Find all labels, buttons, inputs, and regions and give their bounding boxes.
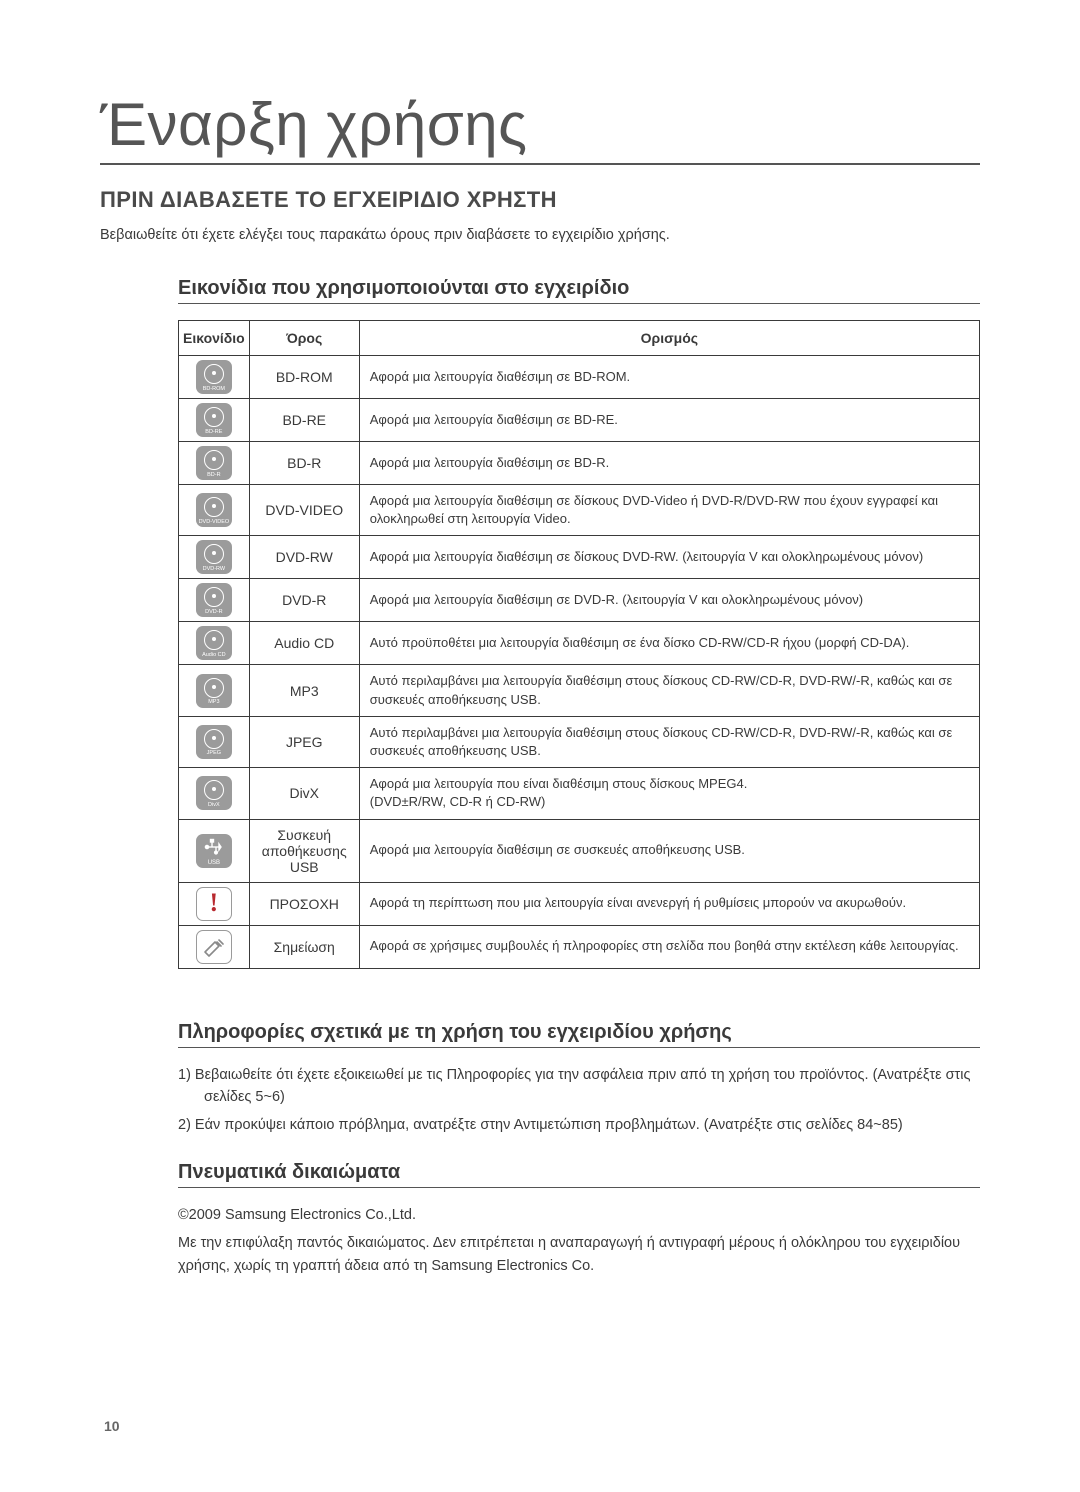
- disc-icon: DVD-R: [196, 583, 232, 617]
- cell-definition: Αφορά μια λειτουργία διαθέσιμη σε DVD-R.…: [359, 579, 979, 622]
- table-row: DVD-RDVD-RΑφορά μια λειτουργία διαθέσιμη…: [179, 579, 980, 622]
- cell-icon: DVD-RW: [179, 536, 250, 579]
- cell-definition: Αφορά μια λειτουργία διαθέσιμη σε συσκευ…: [359, 819, 979, 882]
- table-row: ΣημείωσηΑφορά σε χρήσιμες συμβουλές ή πλ…: [179, 925, 980, 968]
- cell-icon: MP3: [179, 665, 250, 716]
- table-row: JPEGJPEGΑυτό περιλαμβάνει μια λειτουργία…: [179, 716, 980, 767]
- table-row: DVD-VIDEODVD-VIDEOΑφορά μια λειτουργία δ…: [179, 485, 980, 536]
- disc-icon: DVD-RW: [196, 540, 232, 574]
- cell-definition: Αυτό προϋποθέτει μια λειτουργία διαθέσιμ…: [359, 622, 979, 665]
- cell-definition: Αφορά μια λειτουργία διαθέσιμη σε BD-ROM…: [359, 356, 979, 399]
- cell-icon: Audio CD: [179, 622, 250, 665]
- cell-icon: BD-RE: [179, 399, 250, 442]
- cell-term: BD-ROM: [249, 356, 359, 399]
- icons-subsection-title: Εικονίδια που χρησιμοποιούνται στο εγχει…: [178, 277, 980, 304]
- cell-term: MP3: [249, 665, 359, 716]
- chapter-title: Έναρξη χρήσης: [100, 90, 980, 165]
- caution-icon: !: [196, 887, 232, 921]
- cell-definition: Αφορά μια λειτουργία διαθέσιμη σε δίσκου…: [359, 485, 979, 536]
- cell-definition: Αφορά μια λειτουργία που είναι διαθέσιμη…: [359, 768, 979, 819]
- copyright-line-1: ©2009 Samsung Electronics Co.,Ltd.: [178, 1204, 980, 1226]
- cell-term: Σημείωση: [249, 925, 359, 968]
- cell-icon: BD-R: [179, 442, 250, 485]
- table-row: USB Συσκευή αποθήκευσης USBΑφορά μια λειτ…: [179, 819, 980, 882]
- cell-icon: [179, 925, 250, 968]
- th-term: Όρος: [249, 321, 359, 356]
- disc-icon: DivX: [196, 776, 232, 810]
- section-title: ΠΡΙΝ ΔΙΑΒΑΣΕΤΕ ΤΟ ΕΓΧΕΙΡΙΔΙΟ ΧΡΗΣΤΗ: [100, 187, 980, 213]
- cell-term: ΠΡΟΣΟΧΗ: [249, 882, 359, 925]
- th-icon: Εικονίδιο: [179, 321, 250, 356]
- disc-icon: BD-R: [196, 446, 232, 480]
- copyright-line-2: Με την επιφύλαξη παντός δικαιώματος. Δεν…: [178, 1232, 980, 1277]
- usage-item-2: 2) Εάν προκύψει κάποιο πρόβλημα, ανατρέξ…: [178, 1114, 980, 1136]
- table-row: DivXDivXΑφορά μια λειτουργία που είναι δ…: [179, 768, 980, 819]
- cell-definition: Αφορά σε χρήσιμες συμβουλές ή πληροφορίε…: [359, 925, 979, 968]
- cell-definition: Αφορά μια λειτουργία διαθέσιμη σε BD-R.: [359, 442, 979, 485]
- disc-icon: BD-RE: [196, 403, 232, 437]
- usage-item-1: 1) Βεβαιωθείτε ότι έχετε εξοικειωθεί με …: [178, 1064, 980, 1109]
- table-row: BD-RBD-RΑφορά μια λειτουργία διαθέσιμη σ…: [179, 442, 980, 485]
- icon-table: Εικονίδιο Όρος Ορισμός BD-ROMBD-ROMΑφορά…: [178, 320, 980, 969]
- table-row: Audio CDAudio CDΑυτό προϋποθέτει μια λει…: [179, 622, 980, 665]
- table-row: BD-ROMBD-ROMΑφορά μια λειτουργία διαθέσι…: [179, 356, 980, 399]
- cell-icon: !: [179, 882, 250, 925]
- cell-icon: DVD-VIDEO: [179, 485, 250, 536]
- cell-definition: Αφορά μια λειτουργία διαθέσιμη σε δίσκου…: [359, 536, 979, 579]
- cell-term: DivX: [249, 768, 359, 819]
- cell-term: DVD-VIDEO: [249, 485, 359, 536]
- cell-term: DVD-R: [249, 579, 359, 622]
- note-icon: [196, 930, 232, 964]
- cell-icon: BD-ROM: [179, 356, 250, 399]
- cell-icon: DVD-R: [179, 579, 250, 622]
- disc-icon: MP3: [196, 674, 232, 708]
- cell-definition: Αυτό περιλαμβάνει μια λειτουργία διαθέσι…: [359, 716, 979, 767]
- disc-icon: Audio CD: [196, 626, 232, 660]
- disc-icon: BD-ROM: [196, 360, 232, 394]
- usage-subsection-title: Πληροφορίες σχετικά με τη χρήση του εγχε…: [178, 1021, 980, 1048]
- page-number: 10: [104, 1418, 120, 1434]
- cell-term: JPEG: [249, 716, 359, 767]
- th-def: Ορισμός: [359, 321, 979, 356]
- cell-icon: DivX: [179, 768, 250, 819]
- cell-term: Audio CD: [249, 622, 359, 665]
- cell-term: DVD-RW: [249, 536, 359, 579]
- cell-term: BD-R: [249, 442, 359, 485]
- table-row: ! ΠΡΟΣΟΧΗΑφορά τη περίπτωση που μια λειτο…: [179, 882, 980, 925]
- cell-icon: USB: [179, 819, 250, 882]
- intro-text: Βεβαιωθείτε ότι έχετε ελέγξει τους παρακ…: [100, 227, 980, 243]
- table-row: BD-REBD-REΑφορά μια λειτουργία διαθέσιμη…: [179, 399, 980, 442]
- cell-icon: JPEG: [179, 716, 250, 767]
- cell-term: BD-RE: [249, 399, 359, 442]
- table-row: DVD-RWDVD-RWΑφορά μια λειτουργία διαθέσι…: [179, 536, 980, 579]
- copyright-subsection-title: Πνευματικά δικαιώματα: [178, 1161, 980, 1188]
- disc-icon: JPEG: [196, 725, 232, 759]
- table-row: MP3MP3Αυτό περιλαμβάνει μια λειτουργία δ…: [179, 665, 980, 716]
- cell-definition: Αυτό περιλαμβάνει μια λειτουργία διαθέσι…: [359, 665, 979, 716]
- cell-term: Συσκευή αποθήκευσης USB: [249, 819, 359, 882]
- usb-icon: USB: [196, 834, 232, 868]
- disc-icon: DVD-VIDEO: [196, 493, 232, 527]
- cell-definition: Αφορά τη περίπτωση που μια λειτουργία εί…: [359, 882, 979, 925]
- cell-definition: Αφορά μια λειτουργία διαθέσιμη σε BD-RE.: [359, 399, 979, 442]
